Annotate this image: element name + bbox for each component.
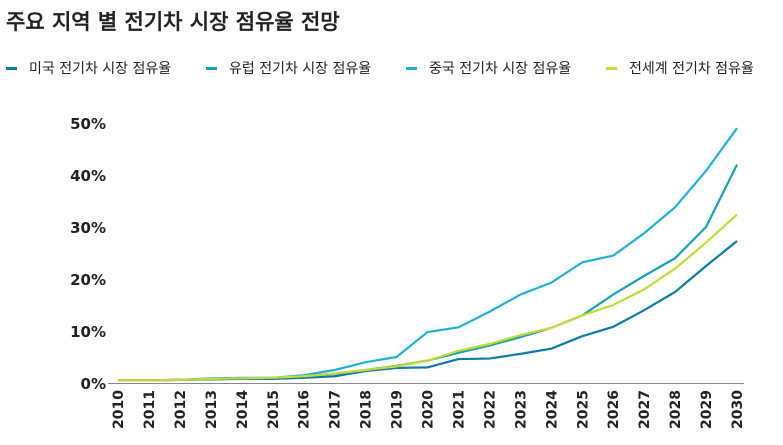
x-tick-label: 2022 bbox=[482, 390, 498, 429]
chart-title: 주요 지역 별 전기차 시장 점유율 전망 bbox=[6, 10, 340, 34]
y-tick-label: 40% bbox=[70, 167, 106, 185]
x-tick-label: 2014 bbox=[235, 390, 251, 429]
x-tick-label: 2010 bbox=[111, 390, 127, 429]
x-tick-label: 2023 bbox=[513, 390, 529, 429]
series-line bbox=[118, 164, 738, 382]
x-tick-label: 2025 bbox=[575, 390, 591, 429]
x-tick-label: 2015 bbox=[266, 390, 282, 429]
y-tick-label: 50% bbox=[70, 115, 106, 133]
legend-swatch bbox=[406, 66, 417, 70]
x-tick-label: 2016 bbox=[297, 390, 313, 429]
legend-item: 중국 전기차 시장 점유율 bbox=[406, 58, 606, 78]
x-tick-label: 2011 bbox=[142, 390, 158, 429]
y-tick-label: 0% bbox=[81, 375, 106, 393]
x-tick-label: 2030 bbox=[730, 390, 746, 429]
legend-item: 유럽 전기차 시장 점유율 bbox=[206, 58, 406, 78]
x-tick-label: 2027 bbox=[637, 390, 653, 429]
x-tick-label: 2029 bbox=[699, 390, 715, 429]
legend-item: 미국 전기차 시장 점유율 bbox=[6, 58, 206, 78]
y-tick-label: 30% bbox=[70, 219, 106, 237]
x-tick-label: 2024 bbox=[544, 390, 560, 429]
x-tick-label: 2021 bbox=[451, 390, 467, 429]
legend-label: 중국 전기차 시장 점유율 bbox=[429, 61, 572, 77]
y-tick-label: 10% bbox=[70, 323, 106, 341]
x-tick-label: 2017 bbox=[328, 390, 344, 429]
x-tick-label: 2013 bbox=[204, 390, 220, 429]
series-line bbox=[118, 213, 738, 382]
legend-label: 전세계 전기차 점유율 bbox=[629, 61, 754, 77]
legend-swatch bbox=[606, 66, 617, 70]
x-tick-label: 2026 bbox=[606, 390, 622, 429]
legend: 미국 전기차 시장 점유율 유럽 전기차 시장 점유율 중국 전기차 시장 점유율 전… bbox=[6, 58, 783, 78]
legend-swatch bbox=[6, 66, 17, 70]
x-tick-label: 2012 bbox=[173, 390, 189, 429]
x-tick-label: 2019 bbox=[390, 390, 406, 429]
y-tick-label: 20% bbox=[70, 271, 106, 289]
x-tick-label: 2018 bbox=[359, 390, 375, 429]
legend-label: 유럽 전기차 시장 점유율 bbox=[229, 61, 372, 77]
legend-item: 전세계 전기차 점유율 bbox=[606, 58, 783, 78]
series-line bbox=[118, 127, 738, 382]
x-tick-label: 2020 bbox=[421, 390, 437, 429]
x-tick-label: 2028 bbox=[668, 390, 684, 429]
legend-label: 미국 전기차 시장 점유율 bbox=[29, 61, 172, 77]
legend-swatch bbox=[206, 66, 217, 70]
